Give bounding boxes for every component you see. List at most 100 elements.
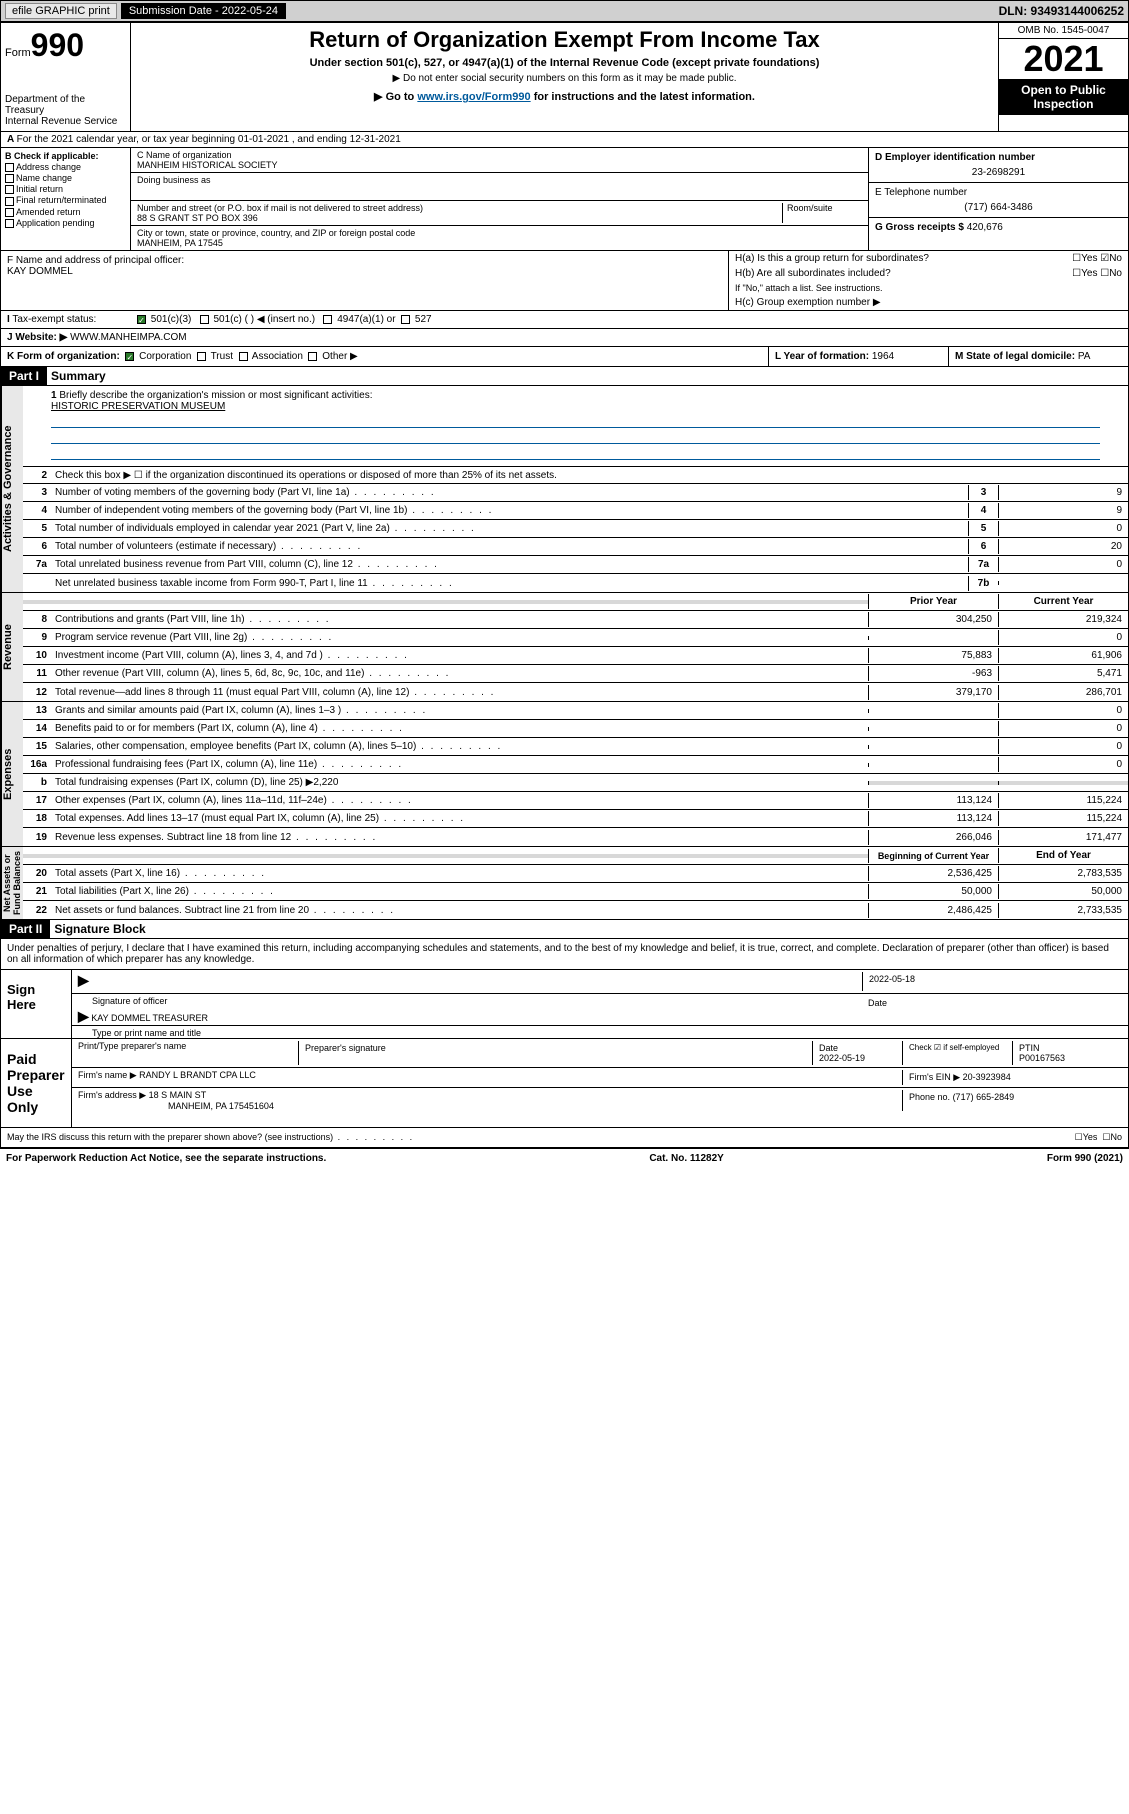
form-number: Form990: [5, 27, 126, 64]
table-row: 18 Total expenses. Add lines 13–17 (must…: [23, 810, 1128, 828]
officer-name: KAY DOMMEL: [7, 266, 722, 277]
row-i: I Tax-exempt status: ✓ 501(c)(3) 501(c) …: [0, 311, 1129, 329]
phone-label: E Telephone number: [875, 187, 1122, 198]
firm-ein: 20-3923984: [963, 1072, 1011, 1082]
self-emp: Check ☑ if self-employed: [902, 1041, 1012, 1065]
col-de: D Employer identification number 23-2698…: [868, 148, 1128, 250]
chk-501c3[interactable]: ✓: [137, 315, 146, 324]
ptin-label: PTIN: [1019, 1043, 1040, 1053]
k-label: K Form of organization:: [7, 351, 120, 362]
table-row: Net unrelated business taxable income fr…: [23, 574, 1128, 592]
revenue-section: Revenue Prior YearCurrent Year 8 Contrib…: [0, 593, 1129, 702]
m-label: M State of legal domicile:: [955, 351, 1075, 362]
table-row: 5 Total number of individuals employed i…: [23, 520, 1128, 538]
table-row: 16a Professional fundraising fees (Part …: [23, 756, 1128, 774]
table-row: 12 Total revenue—add lines 8 through 11 …: [23, 683, 1128, 701]
sig-declaration: Under penalties of perjury, I declare th…: [1, 939, 1128, 969]
chk-corp[interactable]: ✓: [125, 352, 134, 361]
arrow-icon-2: ▶: [78, 1008, 89, 1024]
i-opt-2: 4947(a)(1) or: [337, 314, 395, 325]
table-row: b Total fundraising expenses (Part IX, c…: [23, 774, 1128, 792]
row-klm: K Form of organization: ✓ Corporation Tr…: [0, 347, 1129, 367]
table-row: 22 Net assets or fund balances. Subtract…: [23, 901, 1128, 919]
form-subtitle: Under section 501(c), 527, or 4947(a)(1)…: [135, 57, 994, 69]
chk-527[interactable]: [401, 315, 410, 324]
ein-value: 23-2698291: [875, 167, 1122, 178]
b-item-5: Application pending: [16, 218, 95, 228]
chk-trust[interactable]: [197, 352, 206, 361]
table-row: 7a Total unrelated business revenue from…: [23, 556, 1128, 574]
col-prior: Prior Year: [868, 594, 998, 609]
prep-date: 2022-05-19: [819, 1053, 865, 1063]
table-row: 10 Investment income (Part VIII, column …: [23, 647, 1128, 665]
discuss-label: May the IRS discuss this return with the…: [7, 1132, 414, 1143]
j-label: Website: ▶: [15, 332, 67, 343]
chk-other[interactable]: [308, 352, 317, 361]
hc-label: H(c) Group exemption number ▶: [735, 297, 881, 308]
form-title: Return of Organization Exempt From Incom…: [135, 27, 994, 53]
omb-number: OMB No. 1545-0047: [999, 23, 1128, 39]
phone-value: (717) 664-3486: [875, 202, 1122, 213]
section-fh: F Name and address of principal officer:…: [0, 251, 1129, 311]
chk-4947[interactable]: [323, 315, 332, 324]
table-row: 21 Total liabilities (Part X, line 26) 5…: [23, 883, 1128, 901]
open-to-public: Open to Public Inspection: [999, 79, 1128, 115]
table-row: 4 Number of independent voting members o…: [23, 502, 1128, 520]
hb-answer: ☐Yes ☐No: [1072, 268, 1122, 279]
chk-app-pending[interactable]: [5, 219, 14, 228]
discuss-yesno: ☐Yes ☐No: [1075, 1132, 1122, 1143]
netassets-section: Net Assets or Fund Balances Beginning of…: [0, 847, 1129, 920]
firm-name-label: Firm's name ▶: [78, 1070, 137, 1080]
governance-section: Activities & Governance 1 Briefly descri…: [0, 386, 1129, 593]
uline-2: [51, 430, 1100, 444]
col-curr: Current Year: [998, 594, 1128, 609]
chk-final-return[interactable]: [5, 197, 14, 206]
link-post: for instructions and the latest informat…: [531, 91, 755, 103]
part1-hdr: Part I: [1, 367, 47, 385]
c-name-label: C Name of organization: [137, 150, 862, 160]
b-item-1: Name change: [16, 173, 72, 183]
efile-print-button[interactable]: efile GRAPHIC print: [5, 3, 117, 19]
chk-name-change[interactable]: [5, 174, 14, 183]
chk-assoc[interactable]: [239, 352, 248, 361]
prep-phone-label: Phone no.: [909, 1092, 950, 1102]
link-pre: ▶ Go to: [374, 91, 417, 103]
side-governance: Activities & Governance: [1, 386, 23, 592]
b-item-0: Address change: [16, 162, 81, 172]
table-row: 6 Total number of volunteers (estimate i…: [23, 538, 1128, 556]
i-opt-0: 501(c)(3): [151, 314, 192, 325]
cat-no: Cat. No. 11282Y: [649, 1153, 723, 1164]
tax-year: 2021: [999, 39, 1128, 79]
i-label: Tax-exempt status:: [12, 314, 96, 325]
prep-name-label: Print/Type preparer's name: [78, 1041, 298, 1065]
col-boy: Beginning of Current Year: [868, 849, 998, 863]
officer-name-title: KAY DOMMEL TREASURER: [91, 1013, 208, 1023]
irs-link[interactable]: www.irs.gov/Form990: [417, 91, 530, 103]
submission-date: Submission Date - 2022-05-24: [121, 3, 286, 19]
chk-initial-return[interactable]: [5, 185, 14, 194]
table-row: 3 Number of voting members of the govern…: [23, 484, 1128, 502]
chk-amended[interactable]: [5, 208, 14, 217]
l-value: 1964: [872, 351, 894, 362]
chk-501c[interactable]: [200, 315, 209, 324]
chk-address-change[interactable]: [5, 163, 14, 172]
ha-label: H(a) Is this a group return for subordin…: [735, 253, 929, 264]
side-expenses: Expenses: [1, 702, 23, 846]
ha-answer: ☐Yes ☑No: [1072, 253, 1122, 264]
col-b-checkboxes: B Check if applicable: Address change Na…: [1, 148, 131, 250]
part2-title: Signature Block: [50, 920, 149, 938]
side-net: Net Assets or Fund Balances: [1, 847, 23, 919]
table-row: 17 Other expenses (Part IX, column (A), …: [23, 792, 1128, 810]
gross-label: G Gross receipts $: [875, 222, 964, 233]
sign-here-label: Sign Here: [1, 970, 71, 1038]
street-label: Number and street (or P.O. box if mail i…: [137, 203, 782, 213]
k-opt-0: Corporation: [139, 351, 191, 362]
website-value: WWW.MANHEIMPA.COM: [70, 332, 186, 343]
b-label: B Check if applicable:: [5, 151, 99, 161]
top-bar: efile GRAPHIC print Submission Date - 20…: [0, 0, 1129, 22]
b-item-3: Final return/terminated: [16, 195, 107, 205]
prep-phone: (717) 665-2849: [953, 1092, 1015, 1102]
side-revenue: Revenue: [1, 593, 23, 701]
dln: DLN: 93493144006252: [999, 4, 1124, 18]
line1-label: Briefly describe the organization's miss…: [59, 390, 372, 401]
